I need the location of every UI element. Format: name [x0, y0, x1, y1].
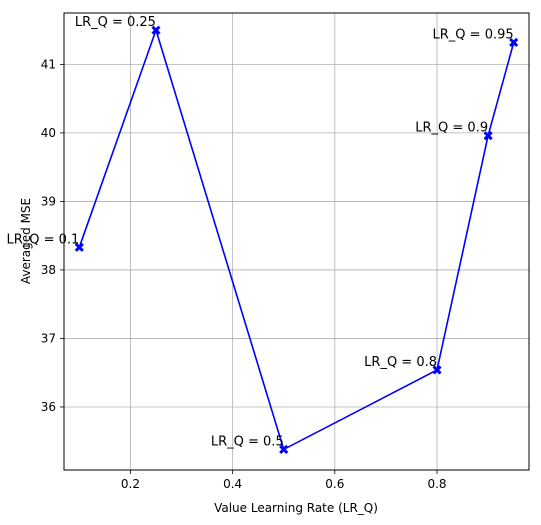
y-tick-label: 39 — [41, 194, 56, 208]
point-label: LR_Q = 0.95 — [433, 27, 514, 42]
data-series — [74, 25, 519, 455]
data-point-marker — [151, 25, 161, 35]
x-tick-label: 0.6 — [325, 477, 344, 491]
y-tick-label: 40 — [41, 126, 56, 140]
y-axis-label: Averaged MSE — [19, 198, 33, 284]
point-label: LR_Q = 0.8 — [364, 355, 437, 370]
y-tick-label: 38 — [41, 263, 56, 277]
data-point-marker — [483, 131, 493, 141]
point-label: LR_Q = 0.25 — [75, 15, 156, 30]
point-label: LR_Q = 0.1 — [6, 232, 79, 247]
data-point-marker — [432, 365, 442, 375]
x-tick-label: 0.8 — [427, 477, 446, 491]
y-tick-label: 37 — [41, 331, 56, 345]
plot-frame — [63, 12, 530, 471]
data-point-marker — [509, 37, 519, 48]
y-tick-label: 41 — [41, 57, 56, 71]
x-tick-label: 0.4 — [223, 477, 242, 491]
data-point-marker — [74, 242, 84, 252]
axis-ticks: 0.2 0.4 0.6 0.8 36 37 38 39 40 41 — [41, 57, 447, 491]
point-labels: LR_Q = 0.1 LR_Q = 0.25 LR_Q = 0.5 LR_Q = 0.… — [6, 15, 513, 449]
grid-lines — [64, 13, 529, 470]
data-point-marker — [279, 444, 289, 455]
x-axis-label: Value Learning Rate (LR_Q) — [214, 501, 378, 515]
series-line — [78, 27, 515, 451]
y-tick-label: 36 — [41, 400, 56, 414]
x-tick-label: 0.2 — [121, 477, 140, 491]
point-label: LR_Q = 0.5 — [211, 434, 284, 449]
point-label: LR_Q = 0.9 — [415, 121, 488, 136]
